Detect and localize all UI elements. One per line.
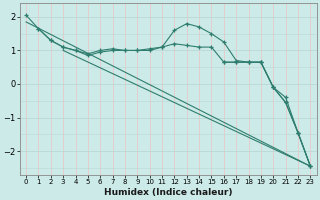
X-axis label: Humidex (Indice chaleur): Humidex (Indice chaleur): [104, 188, 232, 197]
